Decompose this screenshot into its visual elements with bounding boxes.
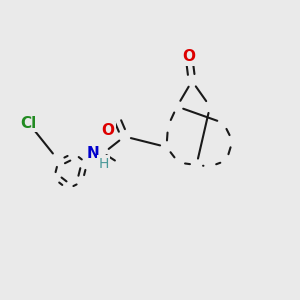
Text: Cl: Cl <box>20 116 37 130</box>
Text: O: O <box>182 50 196 64</box>
Text: O: O <box>101 123 115 138</box>
Text: N: N <box>87 146 99 160</box>
Text: H: H <box>98 157 109 170</box>
